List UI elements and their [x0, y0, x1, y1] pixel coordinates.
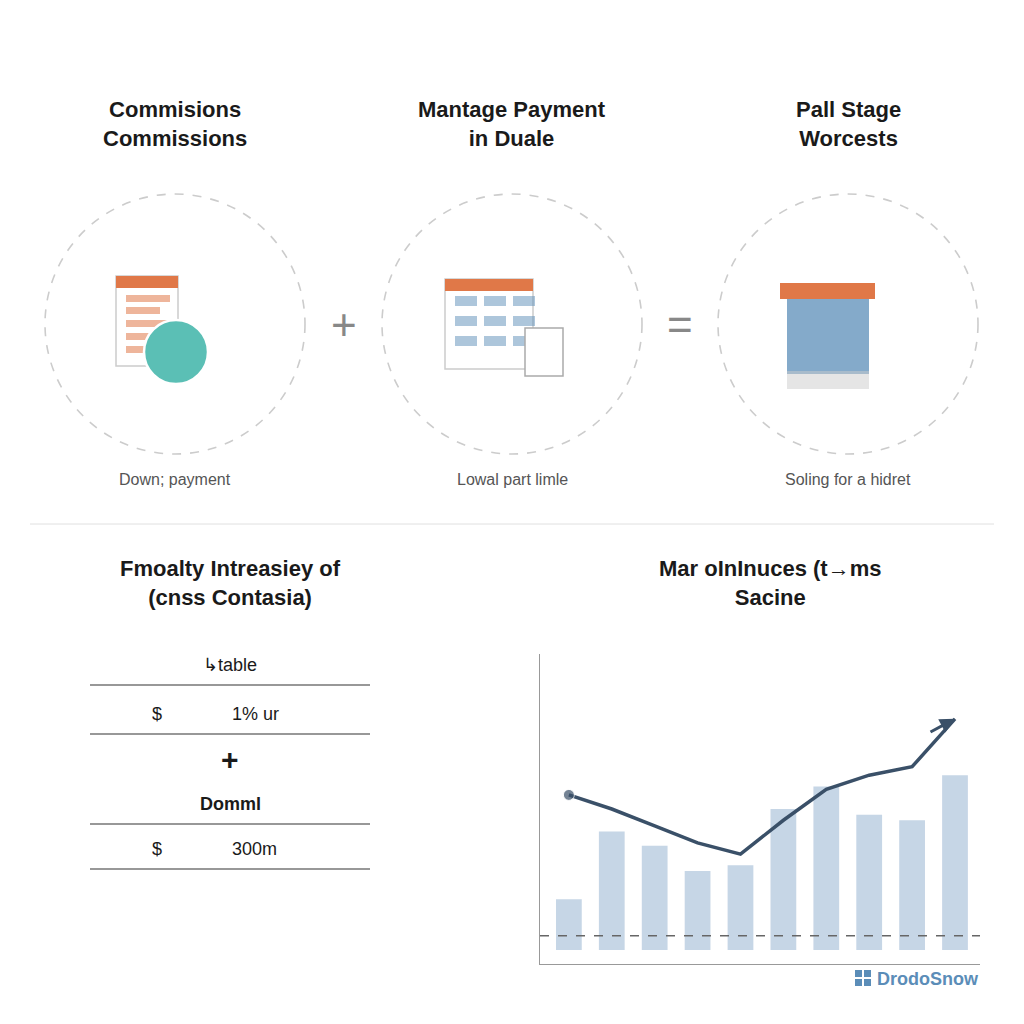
svg-text:↳table: ↳table	[203, 655, 257, 675]
svg-text:=: =	[667, 300, 693, 349]
svg-text:1% ur: 1% ur	[232, 704, 279, 724]
svg-text:Soling for a hidret: Soling for a hidret	[785, 471, 911, 488]
svg-text:$: $	[152, 839, 162, 859]
svg-text:Lowal part limle: Lowal part limle	[457, 471, 568, 488]
svg-text:300m: 300m	[232, 839, 277, 859]
svg-text:Mantage Paymentin Duale: Mantage Paymentin Duale	[418, 97, 606, 151]
svg-text:$: $	[152, 704, 162, 724]
svg-text:Pall StageWorcests: Pall StageWorcests	[796, 97, 901, 151]
svg-text:CommisionsCommissions: CommisionsCommissions	[103, 97, 247, 151]
svg-text:+: +	[331, 300, 357, 349]
svg-text:DrodoSnow: DrodoSnow	[877, 969, 979, 989]
svg-text:+: +	[221, 743, 239, 776]
svg-text:Domml: Domml	[200, 794, 261, 814]
svg-text:Down; payment: Down; payment	[119, 471, 231, 488]
svg-text:Fmoalty Intreasiey of(cnss Con: Fmoalty Intreasiey of(cnss Contasia)	[120, 556, 341, 610]
svg-text:Mar oInInuces (t→msSacine: Mar oInInuces (t→msSacine	[659, 556, 881, 610]
